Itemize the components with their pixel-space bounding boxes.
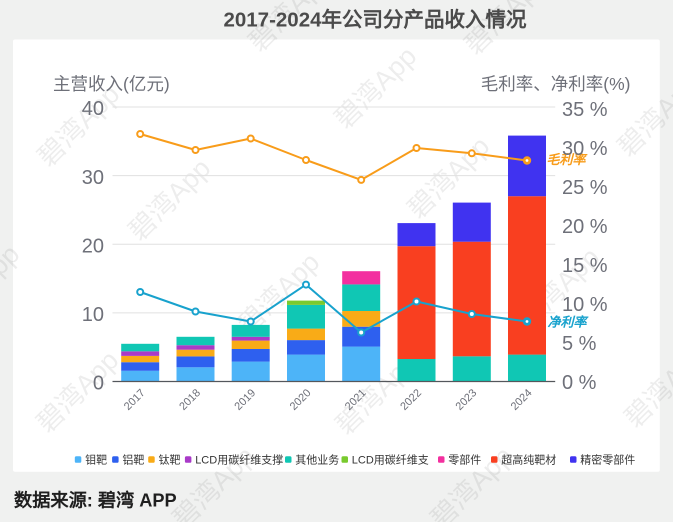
svg-text:零部件: 零部件 bbox=[448, 453, 481, 467]
svg-text:40: 40 bbox=[82, 98, 104, 120]
svg-text:25 %: 25 % bbox=[562, 177, 608, 199]
svg-text:35 %: 35 % bbox=[562, 99, 608, 121]
svg-text:10: 10 bbox=[82, 304, 104, 326]
svg-text:铝靶: 铝靶 bbox=[122, 453, 144, 467]
svg-text:LCD用碳纤维支撑: LCD用碳纤维支撑 bbox=[195, 453, 283, 467]
svg-text:毛利率、净利率(%): 毛利率、净利率(%) bbox=[481, 74, 631, 94]
svg-text:精密零部件: 精密零部件 bbox=[580, 453, 635, 467]
svg-text:其他业务: 其他业务 bbox=[295, 454, 339, 467]
svg-text:LCD用碳纤维支: LCD用碳纤维支 bbox=[352, 453, 429, 467]
svg-text:30: 30 bbox=[82, 167, 104, 189]
svg-text:15 %: 15 % bbox=[562, 255, 608, 277]
svg-text:20: 20 bbox=[82, 235, 104, 257]
svg-text:钛靶: 钛靶 bbox=[159, 453, 181, 467]
svg-text:主营收入(亿元): 主营收入(亿元) bbox=[53, 74, 170, 94]
svg-text:净利率: 净利率 bbox=[548, 315, 590, 330]
svg-text:5 %: 5 % bbox=[562, 333, 597, 355]
svg-text:2017-2024年公司分产品收入情况: 2017-2024年公司分产品收入情况 bbox=[223, 7, 527, 31]
svg-text:超高纯靶材: 超高纯靶材 bbox=[501, 453, 556, 467]
svg-text:钼靶: 钼靶 bbox=[85, 453, 107, 467]
svg-text:10 %: 10 % bbox=[562, 294, 608, 316]
svg-text:30 %: 30 % bbox=[562, 138, 608, 160]
svg-text:数据来源: 碧湾 APP: 数据来源: 碧湾 APP bbox=[14, 490, 177, 511]
svg-text:毛利率: 毛利率 bbox=[547, 152, 589, 167]
svg-text:0 %: 0 % bbox=[562, 372, 597, 394]
svg-text:20 %: 20 % bbox=[562, 216, 608, 238]
svg-text:0: 0 bbox=[93, 373, 104, 395]
